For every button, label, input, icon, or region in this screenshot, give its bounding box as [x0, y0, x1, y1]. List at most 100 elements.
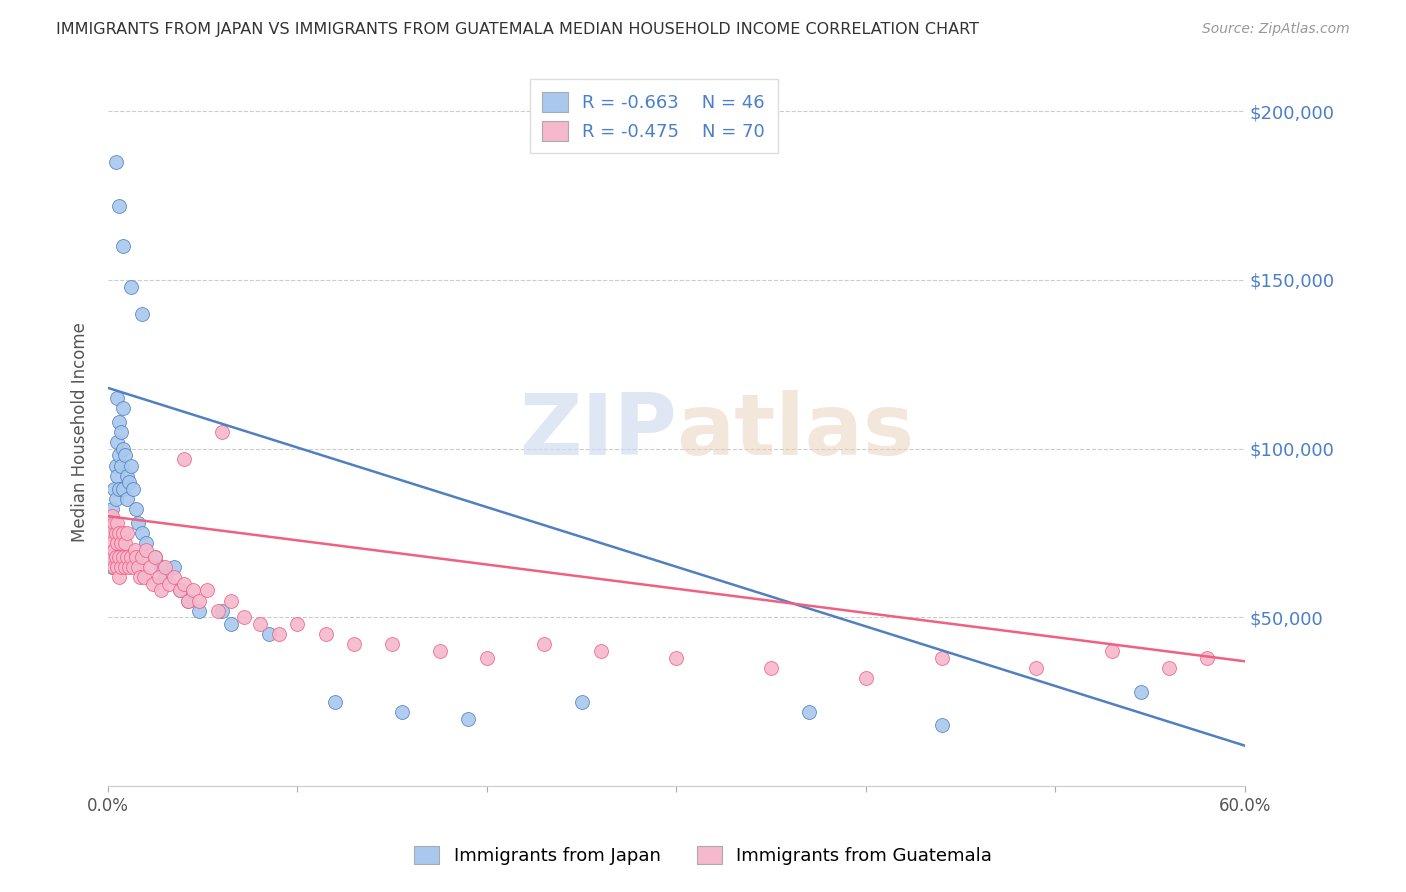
Point — [665, 651, 688, 665]
Point — [112, 549, 135, 564]
Point — [127, 516, 149, 530]
Point — [98, 549, 121, 564]
Text: atlas: atlas — [676, 391, 915, 474]
Point — [108, 449, 131, 463]
Point — [163, 570, 186, 584]
Point — [219, 617, 242, 632]
Point — [138, 559, 160, 574]
Point — [759, 661, 782, 675]
Point — [169, 583, 191, 598]
Point — [287, 617, 309, 632]
Point — [112, 401, 135, 416]
Point — [187, 593, 209, 607]
Point — [104, 492, 127, 507]
Point — [1025, 661, 1047, 675]
Point — [112, 526, 135, 541]
Point — [125, 502, 148, 516]
Point — [233, 610, 256, 624]
Point — [211, 425, 233, 439]
Point — [114, 449, 136, 463]
Point — [107, 536, 129, 550]
Point — [101, 559, 124, 574]
Point — [176, 593, 198, 607]
Point — [107, 468, 129, 483]
Point — [114, 536, 136, 550]
Point — [173, 451, 195, 466]
Point — [315, 627, 337, 641]
Point — [163, 559, 186, 574]
Point — [120, 458, 142, 473]
Text: Source: ZipAtlas.com: Source: ZipAtlas.com — [1202, 22, 1350, 37]
Point — [104, 526, 127, 541]
Point — [121, 482, 143, 496]
Point — [110, 425, 132, 439]
Point — [143, 549, 166, 564]
Point — [107, 559, 129, 574]
Point — [129, 570, 152, 584]
Point — [98, 526, 121, 541]
Point — [391, 705, 413, 719]
Point — [108, 482, 131, 496]
Point — [110, 458, 132, 473]
Point — [571, 695, 593, 709]
Point — [533, 637, 555, 651]
Point — [131, 526, 153, 541]
Point — [125, 549, 148, 564]
Point — [121, 559, 143, 574]
Point — [103, 549, 125, 564]
Point — [931, 718, 953, 732]
Point — [108, 549, 131, 564]
Point — [457, 712, 479, 726]
Text: IMMIGRANTS FROM JAPAN VS IMMIGRANTS FROM GUATEMALA MEDIAN HOUSEHOLD INCOME CORRE: IMMIGRANTS FROM JAPAN VS IMMIGRANTS FROM… — [56, 22, 979, 37]
Point — [195, 583, 218, 598]
Point — [931, 651, 953, 665]
Point — [142, 576, 165, 591]
Point — [1101, 644, 1123, 658]
Point — [325, 695, 347, 709]
Point — [103, 482, 125, 496]
Point — [104, 458, 127, 473]
Point — [211, 604, 233, 618]
Point — [118, 559, 141, 574]
Point — [475, 651, 498, 665]
Point — [207, 604, 229, 618]
Point — [219, 593, 242, 607]
Point — [120, 549, 142, 564]
Point — [131, 549, 153, 564]
Point — [108, 570, 131, 584]
Point — [112, 239, 135, 253]
Point — [797, 705, 820, 719]
Point — [101, 502, 124, 516]
Point — [148, 570, 170, 584]
Text: ZIP: ZIP — [519, 391, 676, 474]
Point — [135, 536, 157, 550]
Point — [135, 542, 157, 557]
Point — [855, 671, 877, 685]
Point — [104, 549, 127, 564]
Point — [107, 434, 129, 449]
Point — [1129, 684, 1152, 698]
Legend: R = -0.663    N = 46, R = -0.475    N = 70: R = -0.663 N = 46, R = -0.475 N = 70 — [530, 79, 778, 153]
Point — [132, 570, 155, 584]
Point — [103, 526, 125, 541]
Y-axis label: Median Household Income: Median Household Income — [72, 322, 89, 541]
Point — [150, 583, 173, 598]
Point — [1195, 651, 1218, 665]
Point — [115, 526, 138, 541]
Point — [115, 549, 138, 564]
Point — [120, 279, 142, 293]
Point — [589, 644, 612, 658]
Point — [104, 154, 127, 169]
Point — [112, 442, 135, 456]
Point — [257, 627, 280, 641]
Point — [1157, 661, 1180, 675]
Legend: Immigrants from Japan, Immigrants from Guatemala: Immigrants from Japan, Immigrants from G… — [405, 837, 1001, 874]
Point — [187, 604, 209, 618]
Point — [103, 542, 125, 557]
Point — [249, 617, 271, 632]
Point — [176, 593, 198, 607]
Point — [115, 492, 138, 507]
Point — [153, 570, 176, 584]
Point — [107, 516, 129, 530]
Point — [124, 542, 146, 557]
